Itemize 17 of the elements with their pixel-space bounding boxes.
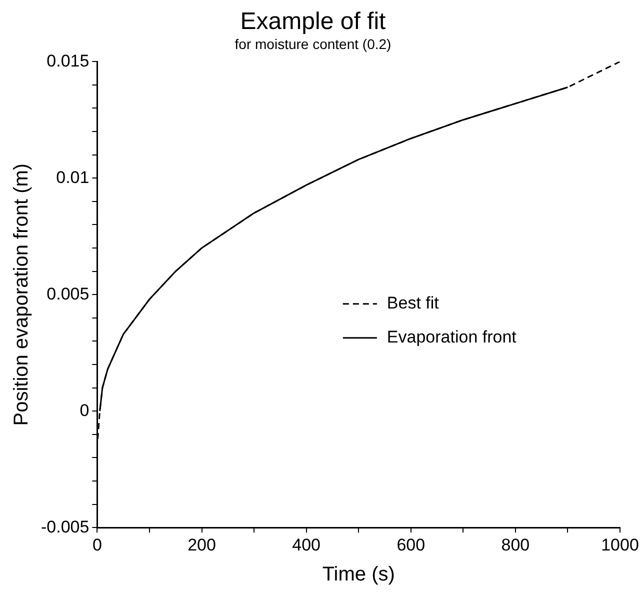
x-tick-label: 400 <box>292 535 321 554</box>
x-axis-title: Time (s) <box>322 564 395 586</box>
legend-label: Best fit <box>386 294 440 313</box>
y-tick-label: 0.005 <box>46 284 90 304</box>
chart-title: Example of fit <box>240 8 386 36</box>
y-tick-label: 0.015 <box>46 51 90 70</box>
y-axis-title: Position evaporation front (m) <box>10 163 33 426</box>
y-tick-label: -0.005 <box>41 517 90 536</box>
y-tick-label: 0.01 <box>56 168 90 187</box>
x-tick-label: 0 <box>92 535 102 554</box>
x-tick-label: 800 <box>501 535 530 554</box>
x-tick-label: 600 <box>396 535 426 554</box>
x-tick-label: 200 <box>188 535 216 554</box>
x-tick-label: 1000 <box>601 535 639 554</box>
y-tick-label: 0 <box>80 400 90 420</box>
chart-subtitle: for moisture content (0.2) <box>234 36 392 52</box>
legend-label: Evaporation front <box>386 328 517 347</box>
